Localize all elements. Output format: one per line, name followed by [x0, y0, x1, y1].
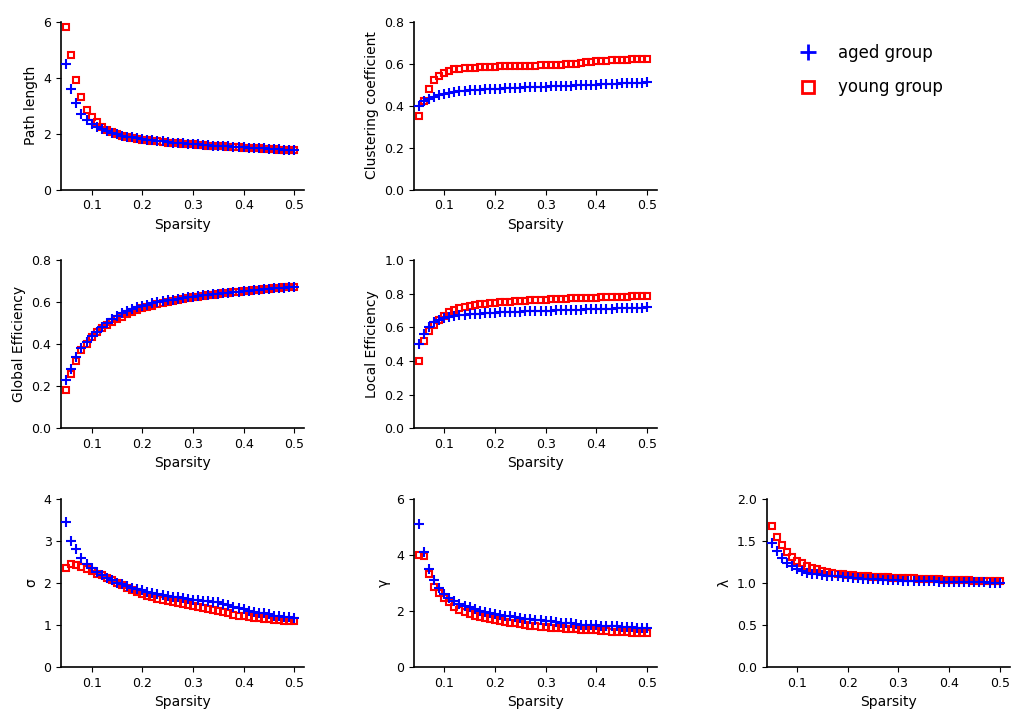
X-axis label: Sparsity: Sparsity: [859, 695, 916, 709]
Y-axis label: λ: λ: [716, 579, 731, 587]
X-axis label: Sparsity: Sparsity: [506, 695, 564, 709]
Y-axis label: Local Efficiency: Local Efficiency: [364, 290, 378, 398]
Legend: aged group, young group: aged group, young group: [785, 37, 949, 103]
Y-axis label: γ: γ: [376, 579, 390, 587]
Y-axis label: σ: σ: [23, 579, 38, 587]
Y-axis label: Clustering coefficient: Clustering coefficient: [364, 32, 378, 179]
X-axis label: Sparsity: Sparsity: [154, 218, 211, 232]
X-axis label: Sparsity: Sparsity: [506, 218, 564, 232]
X-axis label: Sparsity: Sparsity: [506, 457, 564, 470]
Y-axis label: Global Efficiency: Global Efficiency: [12, 286, 25, 402]
Y-axis label: Path length: Path length: [23, 66, 38, 145]
X-axis label: Sparsity: Sparsity: [154, 457, 211, 470]
X-axis label: Sparsity: Sparsity: [154, 695, 211, 709]
